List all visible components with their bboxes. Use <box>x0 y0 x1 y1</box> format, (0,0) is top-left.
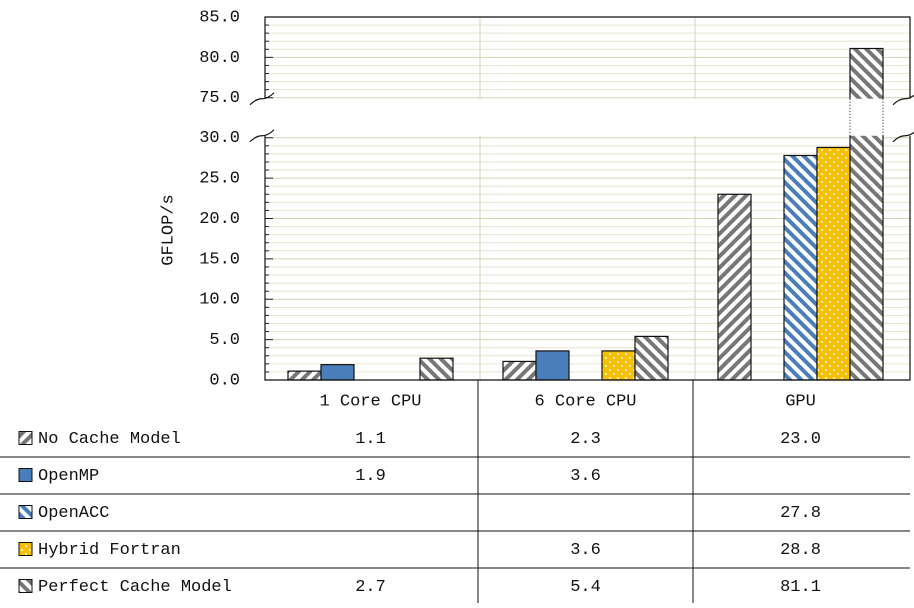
bar <box>849 47 884 381</box>
bar <box>634 335 669 381</box>
y-tick-label: 80.0 <box>199 49 240 68</box>
y-tick-label: 30.0 <box>199 129 240 148</box>
y-tick-label: 15.0 <box>199 250 240 269</box>
bar <box>816 146 851 381</box>
legend-label: OpenACC <box>38 504 109 523</box>
legend-label: OpenMP <box>38 467 99 486</box>
bar <box>419 357 454 381</box>
y-tick-label: 85.0 <box>199 8 240 27</box>
bar <box>535 350 570 381</box>
y-tick-label: 5.0 <box>209 331 240 350</box>
table-value: 2.7 <box>355 578 386 597</box>
legend-label: Perfect Cache Model <box>38 578 232 597</box>
y-tick-label: 0.0 <box>209 371 240 390</box>
bar <box>502 360 537 381</box>
break-mark <box>249 129 275 143</box>
legend-swatch <box>18 431 33 445</box>
y-tick-label: 20.0 <box>199 210 240 229</box>
axis-break <box>250 98 914 136</box>
bar <box>601 350 636 381</box>
x-tick-label: GPU <box>785 392 816 411</box>
y-tick-label: 25.0 <box>199 170 240 189</box>
legend-label: Hybrid Fortran <box>38 541 181 560</box>
table-value: 3.6 <box>570 467 601 486</box>
legend-swatch <box>18 468 33 482</box>
bar <box>320 364 355 381</box>
table-value: 28.8 <box>780 541 821 560</box>
table-value: 2.3 <box>570 430 601 449</box>
table-value: 27.8 <box>780 504 821 523</box>
break-mark <box>249 92 275 106</box>
legend-label: No Cache Model <box>38 430 181 449</box>
table-value: 1.9 <box>355 467 386 486</box>
table-value: 1.1 <box>355 430 386 449</box>
bar <box>717 193 752 381</box>
y-tick-label: 75.0 <box>199 89 240 108</box>
bar <box>287 370 322 381</box>
table-value: 23.0 <box>780 430 821 449</box>
legend-swatch <box>18 579 33 593</box>
x-tick-label: 1 Core CPU <box>319 392 421 411</box>
legend-swatch <box>18 542 33 556</box>
y-axis-label: GFLOP/s <box>159 194 178 265</box>
table-value: 5.4 <box>570 578 601 597</box>
x-tick-label: 6 Core CPU <box>534 392 636 411</box>
legend-swatch <box>18 505 33 519</box>
bar <box>783 154 818 381</box>
table-value: 81.1 <box>780 578 821 597</box>
axis-frame <box>264 16 911 381</box>
table-value: 3.6 <box>570 541 601 560</box>
y-tick-label: 10.0 <box>199 291 240 310</box>
